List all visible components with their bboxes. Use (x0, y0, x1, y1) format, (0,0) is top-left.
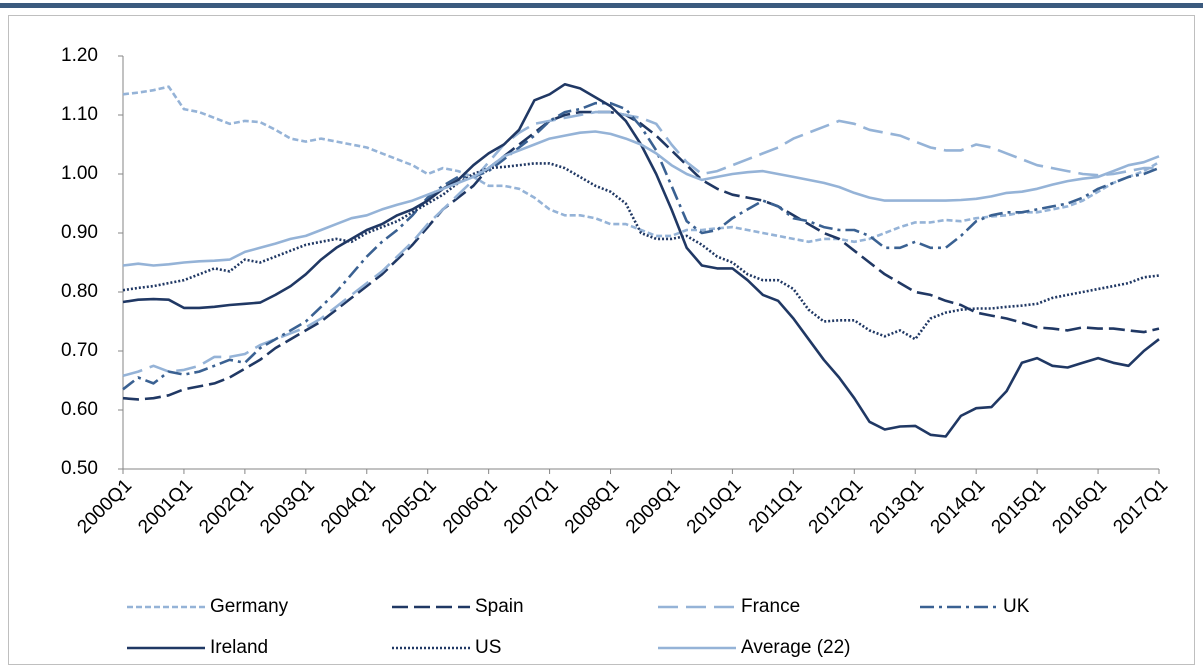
x-tick-label: 2016Q1 (1048, 475, 1111, 538)
legend-label: Spain (475, 596, 524, 617)
series-line (122, 110, 1159, 378)
x-tick-label: 2011Q1 (745, 475, 807, 537)
y-tick-label: 1.00 (61, 163, 98, 184)
legend-label: UK (1003, 596, 1030, 617)
y-tick-label: 0.90 (61, 222, 98, 243)
x-tick-label: 2010Q1 (683, 475, 746, 538)
x-tick-label: 2012Q1 (805, 475, 868, 538)
x-tick-label: 2014Q1 (927, 475, 990, 538)
x-tick-label: 2013Q1 (866, 475, 929, 538)
y-tick-label: 0.70 (61, 340, 98, 361)
x-tick-label: 2004Q1 (317, 475, 380, 538)
legend-label: France (741, 596, 800, 617)
x-tick-label: 2006Q1 (439, 475, 502, 538)
series-line (122, 110, 1160, 401)
legend-label: Germany (210, 596, 289, 617)
x-tick-label: 2017Q1 (1109, 475, 1172, 538)
y-tick-label: 0.50 (61, 458, 98, 479)
series-line (122, 101, 1160, 391)
y-tick-label: 1.20 (61, 45, 98, 66)
y-tick-label: 1.10 (61, 104, 98, 125)
series-line (122, 85, 1160, 244)
x-tick-label: 2009Q1 (622, 475, 685, 538)
series-line (122, 162, 1160, 341)
series-line (122, 83, 1160, 438)
x-tick-label: 2007Q1 (500, 475, 563, 538)
x-tick-label: 2015Q1 (988, 475, 1051, 538)
x-tick-label: 2003Q1 (256, 475, 319, 538)
y-tick-label: 0.80 (61, 281, 98, 302)
y-tick-label: 0.60 (61, 399, 98, 420)
x-tick-label: 2001Q1 (134, 475, 197, 538)
legend-label: US (475, 637, 501, 658)
chart-frame (8, 15, 1195, 665)
top-bar (0, 3, 1203, 8)
x-tick-label: 2000Q1 (73, 475, 136, 538)
x-tick-label: 2005Q1 (378, 475, 441, 538)
legend-label: Average (22) (741, 637, 851, 658)
x-tick-label: 2008Q1 (561, 475, 624, 538)
legend-label: Ireland (210, 637, 268, 658)
series-line (122, 130, 1160, 267)
x-tick-label: 2002Q1 (195, 475, 258, 538)
